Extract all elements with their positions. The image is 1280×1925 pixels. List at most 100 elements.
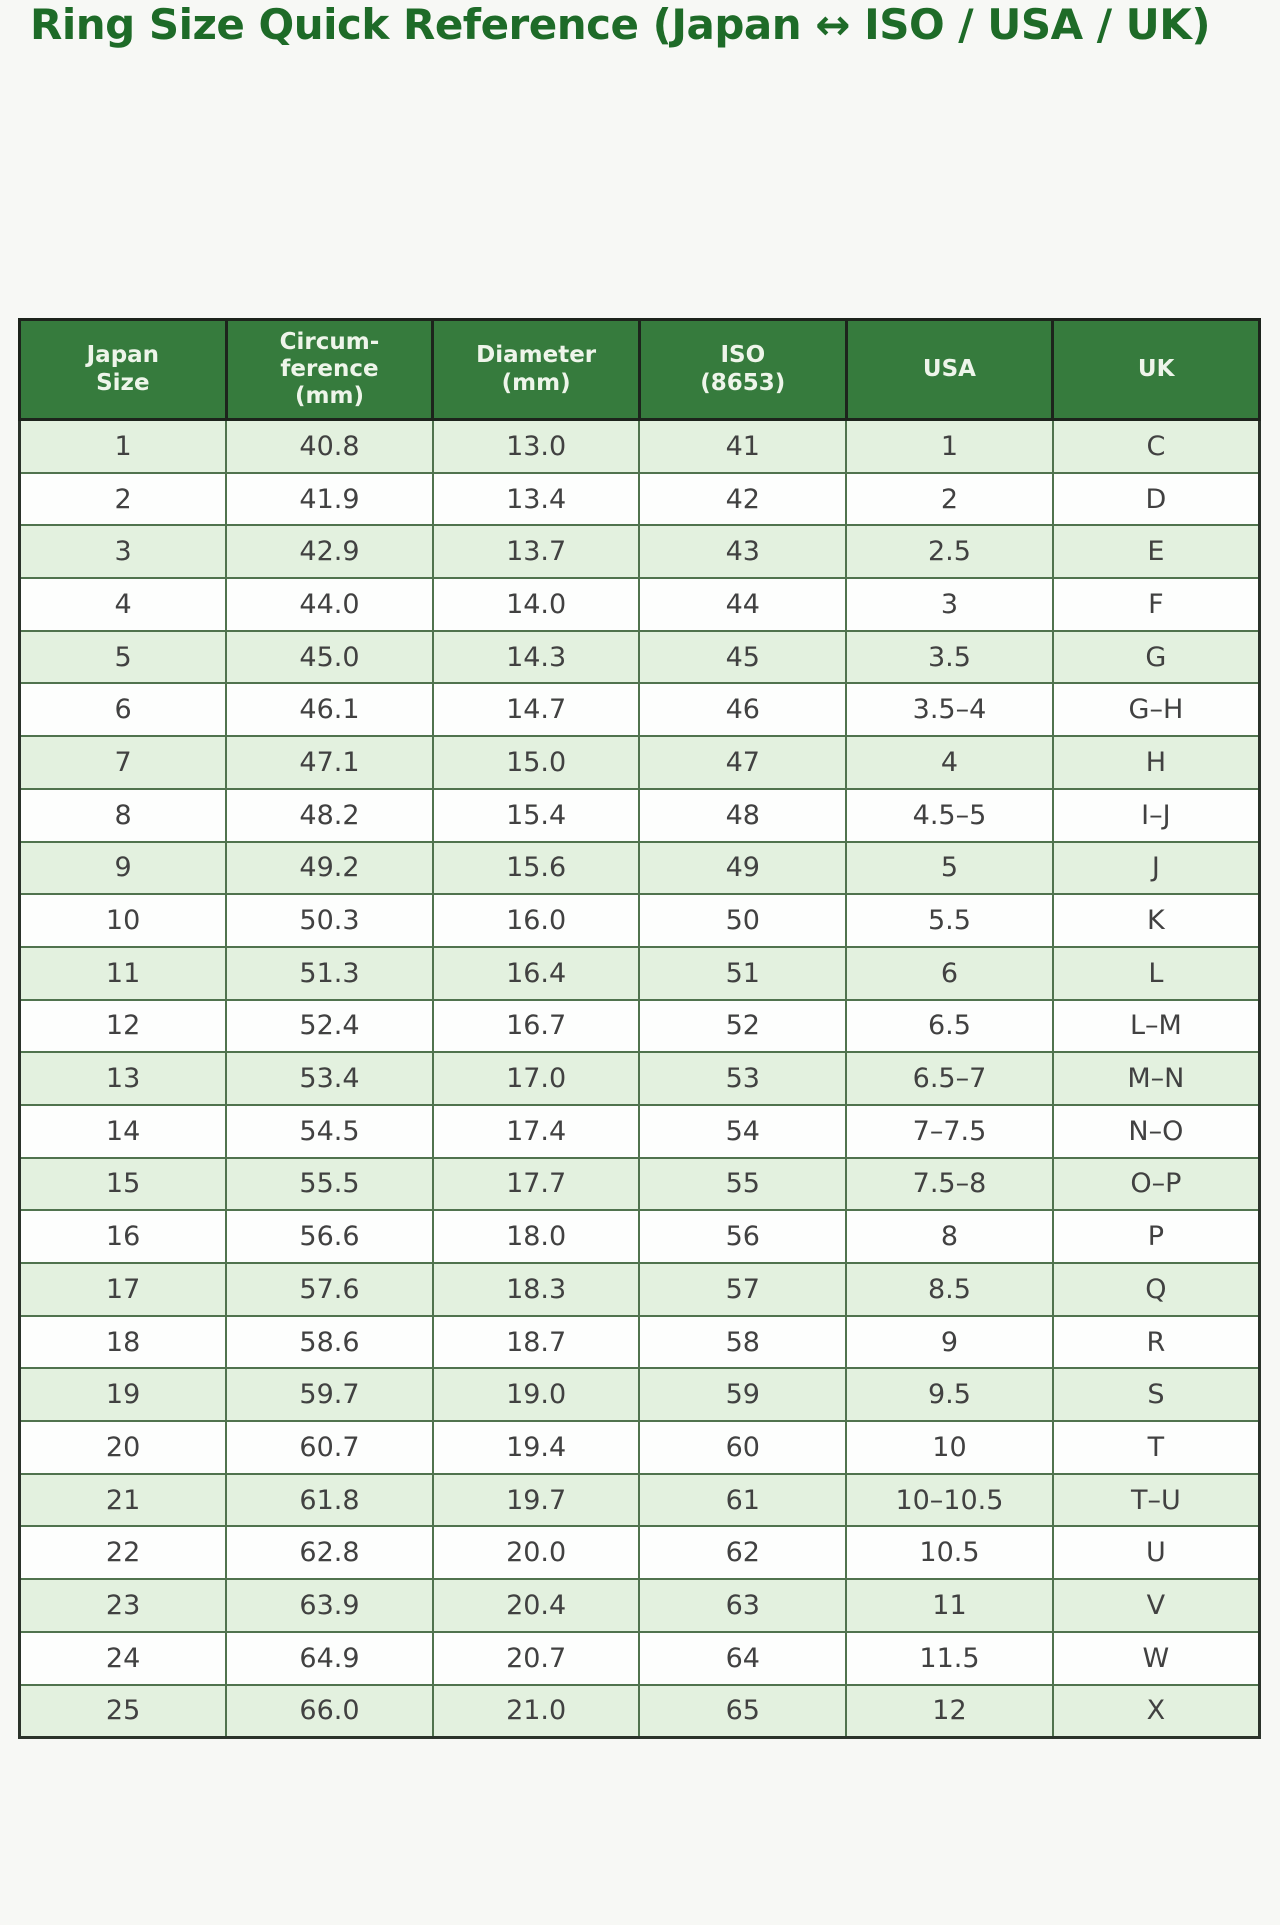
table-cell: 10 xyxy=(845,1420,1054,1475)
table-cell: 10–10.5 xyxy=(845,1472,1054,1528)
table-cell: 54 xyxy=(638,1103,848,1159)
table-cell: 17.0 xyxy=(431,1051,641,1106)
table-cell: 19.4 xyxy=(431,1420,641,1475)
table-cell: 45 xyxy=(638,629,848,685)
table-row: 24 64.9 20.7 64 11.5 W xyxy=(18,1630,1261,1686)
table-cell: 50.3 xyxy=(225,893,434,948)
table-cell: 20.7 xyxy=(431,1630,641,1686)
table-cell: 14.3 xyxy=(431,629,641,685)
table-cell: 59.7 xyxy=(225,1367,434,1423)
table-cell: 42.9 xyxy=(225,524,434,580)
table-cell: 62.8 xyxy=(225,1525,434,1581)
table-cell: 3 xyxy=(18,524,228,580)
table-header: Japan Size Circum-ference (mm) Diameter (mm) I… xyxy=(18,318,1261,421)
table-cell: I–J xyxy=(1051,787,1261,843)
table-cell: T xyxy=(1051,1420,1261,1475)
table-row: 4 44.0 14.0 44 3 F xyxy=(18,577,1261,632)
table-cell: X xyxy=(1051,1683,1261,1739)
table-row: 8 48.2 15.4 48 4.5–5 I–J xyxy=(18,787,1261,843)
table-cell: 50 xyxy=(638,893,848,948)
table-cell: 54.5 xyxy=(225,1103,434,1159)
table-row: 2 41.9 13.4 42 2 D xyxy=(18,471,1261,527)
table-cell: G xyxy=(1051,629,1261,685)
table-cell: 14.0 xyxy=(431,577,641,632)
table-cell: 56.6 xyxy=(225,1209,434,1264)
table-body: 1 40.8 13.0 41 1 C 2 41.9 13.4 42 2 D 3 42.9 13.7 43 2.5… xyxy=(18,418,1261,1739)
table-cell: 44 xyxy=(638,577,848,632)
table-cell: 16.0 xyxy=(431,893,641,948)
table-cell: 46 xyxy=(638,682,848,738)
table-row: 18 58.6 18.7 58 9 R xyxy=(18,1314,1261,1370)
table-cell: 9.5 xyxy=(845,1367,1054,1423)
table-cell: 60 xyxy=(638,1420,848,1475)
table-cell: 60.7 xyxy=(225,1420,434,1475)
table-cell: W xyxy=(1051,1630,1261,1686)
table-row: 19 59.7 19.0 59 9.5 S xyxy=(18,1367,1261,1423)
table-cell: 7–7.5 xyxy=(845,1103,1054,1159)
table-cell: 58 xyxy=(638,1314,848,1370)
column-header: UK xyxy=(1051,318,1261,421)
table-cell: 51.3 xyxy=(225,945,434,1001)
table-row: 17 57.6 18.3 57 8.5 Q xyxy=(18,1262,1261,1317)
table-cell: 49 xyxy=(638,840,848,896)
table-cell: 1 xyxy=(845,418,1054,474)
table-cell: 46.1 xyxy=(225,682,434,738)
table-cell: 10 xyxy=(18,893,228,948)
table-cell: 6 xyxy=(845,945,1054,1001)
table-cell: 63.9 xyxy=(225,1578,434,1633)
table-cell: 45.0 xyxy=(225,629,434,685)
table-cell: 11.5 xyxy=(845,1630,1054,1686)
table-cell: 66.0 xyxy=(225,1683,434,1739)
table-cell: 47 xyxy=(638,735,848,790)
table-cell: 20.0 xyxy=(431,1525,641,1581)
table-cell: 17.7 xyxy=(431,1156,641,1212)
ring-size-table: Japan Size Circum-ference (mm) Diameter (mm) I… xyxy=(18,318,1261,1740)
table-cell: 17.4 xyxy=(431,1103,641,1159)
table-cell: 23 xyxy=(18,1578,228,1633)
table-cell: 49.2 xyxy=(225,840,434,896)
table-cell: H xyxy=(1051,735,1261,790)
table-cell: 5 xyxy=(845,840,1054,896)
table-row: 21 61.8 19.7 61 10–10.5 T–U xyxy=(18,1472,1261,1528)
table-cell: Q xyxy=(1051,1262,1261,1317)
table-cell: 16 xyxy=(18,1209,228,1264)
table-cell: 44.0 xyxy=(225,577,434,632)
table-cell: 15.6 xyxy=(431,840,641,896)
table-cell: 5.5 xyxy=(845,893,1054,948)
table-row: 23 63.9 20.4 63 11 V xyxy=(18,1578,1261,1633)
table-cell: 6.5 xyxy=(845,998,1054,1054)
table-row: 13 53.4 17.0 53 6.5–7 M–N xyxy=(18,1051,1261,1106)
table-cell: F xyxy=(1051,577,1261,632)
table-cell: 13.0 xyxy=(431,418,641,474)
table-cell: 15.4 xyxy=(431,787,641,843)
table-cell: D xyxy=(1051,471,1261,527)
table-cell: J xyxy=(1051,840,1261,896)
table-cell: 3 xyxy=(845,577,1054,632)
table-cell: 56 xyxy=(638,1209,848,1264)
table-cell: 2 xyxy=(18,471,228,527)
table-cell: G–H xyxy=(1051,682,1261,738)
table-cell: 4 xyxy=(845,735,1054,790)
table-cell: 17 xyxy=(18,1262,228,1317)
table-row: 11 51.3 16.4 51 6 L xyxy=(18,945,1261,1001)
table-cell: 53 xyxy=(638,1051,848,1106)
table-cell: 8 xyxy=(18,787,228,843)
table-row: 6 46.1 14.7 46 3.5–4 G–H xyxy=(18,682,1261,738)
table-cell: 57 xyxy=(638,1262,848,1317)
table-row: 16 56.6 18.0 56 8 P xyxy=(18,1209,1261,1264)
table-row: 5 45.0 14.3 45 3.5 G xyxy=(18,629,1261,685)
table-cell: 16.4 xyxy=(431,945,641,1001)
table-cell: 14.7 xyxy=(431,682,641,738)
table-cell: 11 xyxy=(18,945,228,1001)
table-cell: 57.6 xyxy=(225,1262,434,1317)
table-cell: 24 xyxy=(18,1630,228,1686)
table-cell: 2.5 xyxy=(845,524,1054,580)
table-cell: 7.5–8 xyxy=(845,1156,1054,1212)
table-row: 22 62.8 20.0 62 10.5 U xyxy=(18,1525,1261,1581)
table-cell: 18.3 xyxy=(431,1262,641,1317)
column-header: Diameter (mm) xyxy=(431,318,641,421)
table-cell: 22 xyxy=(18,1525,228,1581)
table-cell: 19.7 xyxy=(431,1472,641,1528)
table-cell: 42 xyxy=(638,471,848,527)
table-cell: 12 xyxy=(845,1683,1054,1739)
